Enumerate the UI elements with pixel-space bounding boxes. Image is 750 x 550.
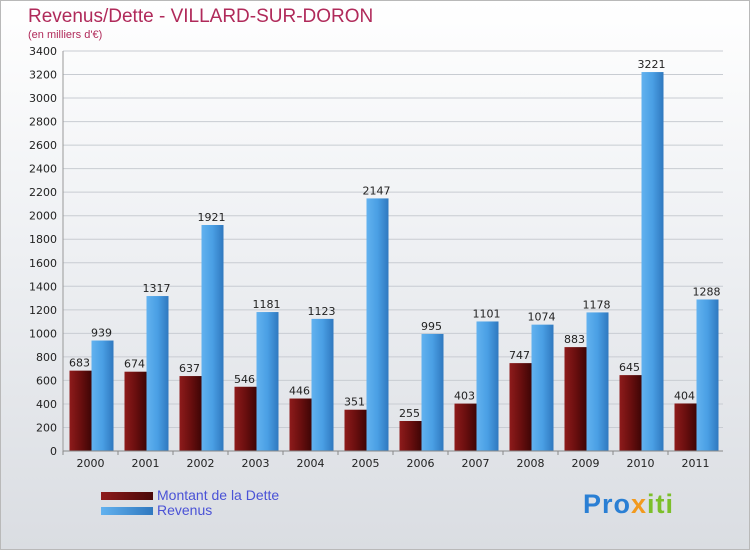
y-tick-label: 1600	[29, 257, 57, 270]
data-label-revenus: 1181	[253, 298, 281, 311]
chart-title: Revenus/Dette - VILLARD-SUR-DORON	[28, 6, 374, 27]
bar-dette	[619, 375, 642, 451]
bar-dette	[564, 347, 587, 451]
y-tick-label: 1800	[29, 233, 57, 246]
data-label-dette: 645	[619, 361, 640, 374]
bar-dette	[234, 386, 257, 451]
x-tick-label: 2008	[517, 457, 545, 470]
x-tick-label: 2009	[572, 457, 600, 470]
data-label-revenus: 1288	[693, 285, 721, 298]
data-label-dette: 446	[289, 385, 310, 398]
bar-dette	[344, 409, 367, 451]
data-label-revenus: 1123	[308, 305, 336, 318]
bar-dette	[674, 403, 697, 451]
data-label-revenus: 3221	[638, 58, 666, 71]
data-label-dette: 637	[179, 362, 200, 375]
bar-revenus	[91, 340, 114, 451]
data-label-revenus: 1921	[198, 211, 226, 224]
y-tick-label: 1000	[29, 327, 57, 340]
y-tick-label: 200	[36, 421, 57, 434]
data-label-dette: 674	[124, 358, 145, 371]
bar-dette	[289, 398, 312, 451]
x-tick-label: 2007	[462, 457, 490, 470]
logo-part-1: Pro	[583, 489, 632, 519]
x-axis: 2000 2001 2002 2003 2004 2005 2006 2007 2008 2009…	[62, 450, 723, 470]
y-tick-label: 2800	[29, 116, 57, 129]
legend-swatch-debt	[101, 492, 153, 500]
bar-revenus	[146, 296, 169, 451]
data-label-dette: 747	[509, 349, 530, 362]
x-tick-label: 2003	[242, 457, 270, 470]
x-tick-label: 2000	[77, 457, 105, 470]
bar-revenus	[641, 72, 664, 451]
x-tick-label: 2006	[407, 457, 435, 470]
y-tick-label: 3000	[29, 92, 57, 105]
x-tick-label: 2005	[352, 457, 380, 470]
data-label-dette: 546	[234, 373, 255, 386]
y-tick-label: 1400	[29, 280, 57, 293]
data-label-dette: 404	[674, 389, 695, 402]
bar-revenus	[586, 312, 609, 451]
bar-dette	[454, 403, 477, 451]
x-tick-label: 2002	[187, 457, 215, 470]
legend-label-revenus: Revenus	[157, 502, 213, 518]
x-tick-label: 2001	[132, 457, 160, 470]
x-tick-label: 2010	[627, 457, 655, 470]
bar-revenus	[421, 333, 444, 451]
logo-part-2: x	[631, 489, 648, 519]
y-tick-label: 2600	[29, 139, 57, 152]
data-label-revenus: 2147	[363, 184, 391, 197]
x-tick-label: 2011	[682, 457, 710, 470]
y-axis: 0 200 400 600 800 1000 1200 1400 1600 1800 2000 220…	[29, 45, 64, 458]
grid-layer	[63, 50, 723, 452]
data-label-revenus: 1074	[528, 311, 556, 324]
data-label-revenus: 939	[91, 327, 112, 340]
bar-dette	[399, 421, 422, 451]
data-label-revenus: 1178	[583, 298, 611, 311]
bar-dette	[509, 363, 532, 451]
value-labels-layer: 683 939 674 1317 637 1921 546 1181 446 1123 351 214…	[69, 58, 721, 420]
bars-layer	[69, 72, 719, 451]
bar-revenus	[256, 312, 279, 451]
y-tick-label: 0	[50, 445, 57, 458]
logo-part-3: iti	[647, 489, 675, 519]
y-tick-label: 3400	[29, 45, 57, 58]
y-tick-label: 2000	[29, 210, 57, 223]
legend-swatch-revenus	[101, 507, 153, 515]
y-tick-label: 2400	[29, 163, 57, 176]
y-tick-label: 1200	[29, 304, 57, 317]
bar-revenus	[476, 321, 499, 451]
data-label-dette: 403	[454, 390, 475, 403]
chart-subtitle: (en milliers d'€)	[28, 29, 103, 41]
bar-revenus	[696, 299, 719, 451]
y-tick-label: 2200	[29, 186, 57, 199]
data-label-dette: 883	[564, 333, 585, 346]
bar-revenus	[366, 198, 389, 451]
bar-dette	[124, 371, 147, 451]
bar-dette	[69, 370, 92, 451]
bar-revenus	[531, 324, 554, 451]
bar-revenus	[311, 318, 334, 451]
data-label-revenus: 1101	[473, 307, 501, 320]
bar-dette	[179, 376, 202, 451]
proxiti-logo: Proxiti	[583, 489, 674, 520]
y-tick-label: 800	[36, 351, 57, 364]
data-label-dette: 255	[399, 407, 420, 420]
legend-label-debt: Montant de la Dette	[157, 487, 280, 503]
data-label-revenus: 995	[421, 320, 442, 333]
data-label-revenus: 1317	[143, 282, 171, 295]
y-tick-label: 3200	[29, 69, 57, 82]
x-tick-label: 2004	[297, 457, 325, 470]
data-label-dette: 683	[69, 357, 90, 370]
data-label-dette: 351	[344, 396, 365, 409]
bar-revenus	[201, 225, 224, 451]
y-tick-label: 400	[36, 398, 57, 411]
y-tick-label: 600	[36, 374, 57, 387]
